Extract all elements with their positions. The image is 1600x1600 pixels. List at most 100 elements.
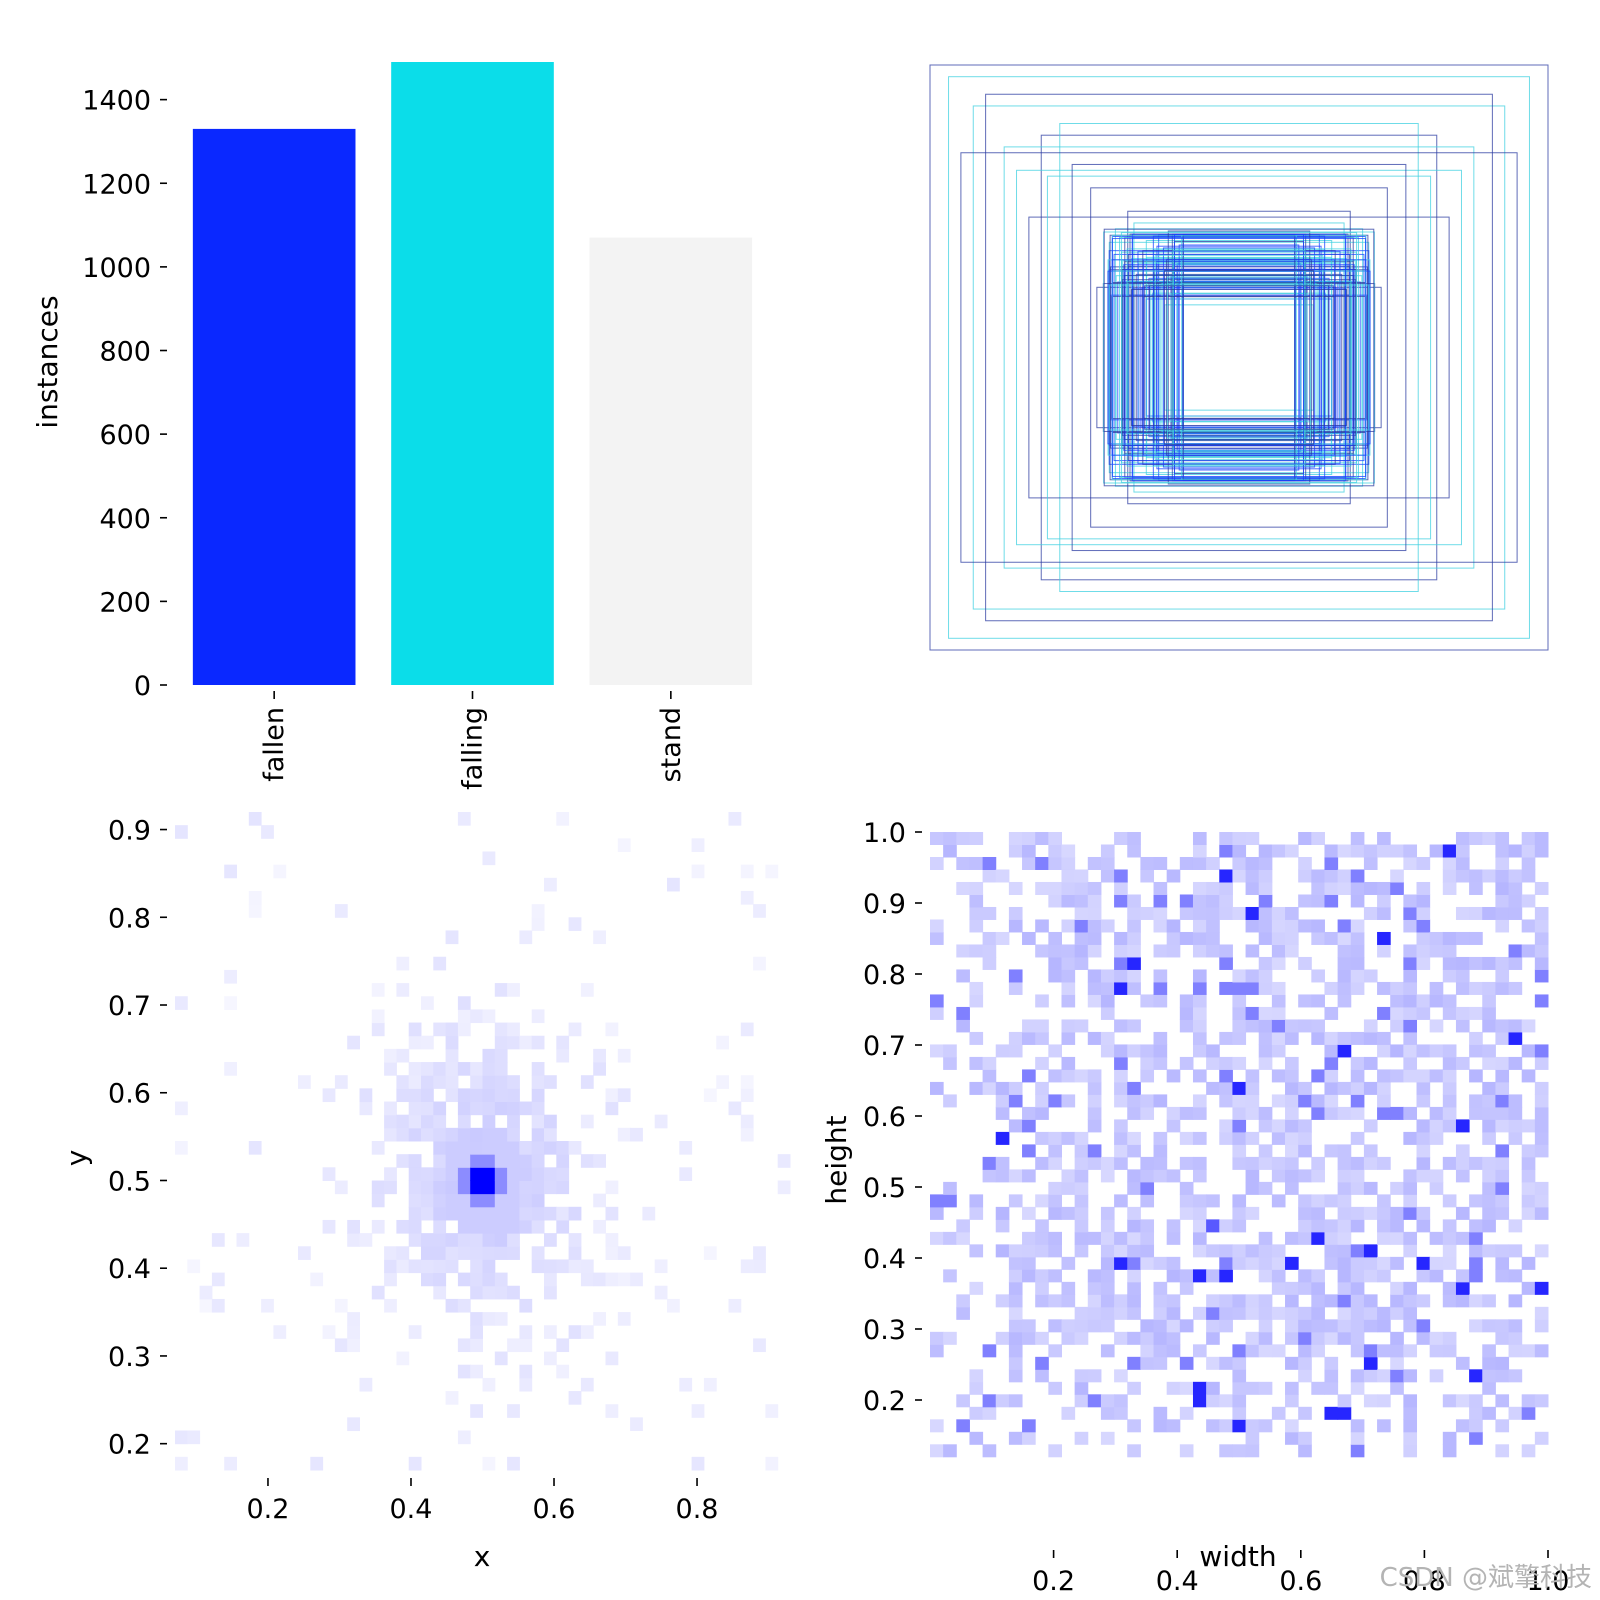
heat-cell — [494, 1272, 508, 1287]
heat-cell — [995, 1169, 1010, 1183]
heat-cell — [1206, 1381, 1220, 1395]
heat-cell — [1442, 1194, 1457, 1208]
heat-cell — [1022, 1319, 1036, 1333]
heat-cell — [1022, 1144, 1036, 1158]
heat-cell — [1087, 981, 1102, 995]
heat-cell — [433, 1075, 447, 1089]
heat-cell — [956, 832, 970, 845]
heat-cell — [1008, 1356, 1023, 1370]
heat-cell — [248, 812, 262, 826]
heat-cell — [1061, 1256, 1076, 1270]
heat-cell — [421, 1180, 434, 1195]
heat-cell — [1022, 1244, 1036, 1258]
heat-cell — [1508, 1331, 1523, 1345]
heat-cell — [494, 1088, 508, 1103]
heat-cell — [1258, 1019, 1273, 1033]
heat-cell — [322, 1219, 336, 1234]
heat-cell — [1153, 1331, 1168, 1345]
heat-cell — [531, 1193, 545, 1208]
heat-cell — [408, 1206, 422, 1221]
heat-cell — [248, 1141, 262, 1155]
heat-cell — [930, 1194, 944, 1208]
heat-cell — [445, 1088, 459, 1103]
heat-cell — [1469, 881, 1483, 895]
heat-cell — [457, 1338, 471, 1353]
heat-cell — [1100, 1319, 1115, 1333]
heat-cell — [617, 1272, 631, 1287]
heat-cell — [1298, 1169, 1312, 1183]
heat-cell — [211, 1233, 225, 1247]
heat-cell — [556, 1259, 570, 1274]
heat-cell — [1350, 1169, 1365, 1183]
heat-cell — [1192, 832, 1207, 845]
heat-cell — [1100, 1206, 1115, 1220]
heat-cell — [199, 1298, 213, 1313]
heat-cell — [1087, 1106, 1102, 1120]
heat-cell — [605, 1351, 619, 1366]
heat-cell — [359, 1101, 373, 1116]
heat-cell — [1390, 1006, 1404, 1020]
heat-cell — [1390, 1331, 1404, 1345]
heat-cell — [930, 832, 944, 845]
box-outline — [1139, 280, 1339, 435]
heat-cell — [445, 1075, 459, 1089]
heat-cell — [969, 1406, 984, 1420]
heat-cell — [1350, 919, 1365, 933]
heat-cell — [1087, 1156, 1102, 1170]
heat-cell — [630, 1417, 643, 1432]
heat-cell — [1403, 1306, 1418, 1320]
heat-cell — [1350, 956, 1365, 970]
heat-cell — [1219, 1081, 1233, 1095]
heat-cell — [728, 1298, 742, 1313]
heat-cell — [1140, 1319, 1155, 1333]
heat-cell — [175, 825, 188, 839]
heat-cell — [1324, 1244, 1339, 1258]
heat-cell — [1442, 956, 1457, 970]
heat-cell — [1166, 869, 1181, 883]
heat-cell — [507, 1101, 520, 1116]
heat-cell — [433, 1233, 447, 1247]
heat-cell — [1390, 1306, 1404, 1320]
heat-cell — [433, 1062, 447, 1076]
heat-cell — [642, 1206, 656, 1221]
heat-cell — [1035, 1194, 1049, 1208]
heat-cell — [531, 1101, 545, 1116]
heat-cell — [544, 1167, 557, 1181]
heat-cell — [1127, 906, 1141, 920]
heat-cell — [1508, 1031, 1523, 1045]
heat-cell — [1271, 956, 1286, 970]
heat-cell — [1337, 1206, 1352, 1220]
y-tick-label: 800 — [99, 337, 151, 368]
heat-cell — [1482, 1044, 1496, 1058]
heat-cell — [1469, 832, 1483, 845]
heat-cell — [1416, 1269, 1431, 1283]
heat-cell — [982, 944, 997, 958]
heat-cell — [1087, 906, 1102, 920]
heat-cell — [1206, 1269, 1220, 1283]
heat-cell — [1363, 1031, 1378, 1045]
heat-cell — [1495, 956, 1510, 970]
heat-cell — [1179, 1281, 1194, 1295]
heat-cell — [1285, 1256, 1299, 1270]
heat-cell — [969, 1381, 984, 1395]
heat-cell — [1048, 1156, 1062, 1170]
heat-cell — [1495, 1369, 1510, 1383]
heat-cell — [1298, 1444, 1312, 1458]
heat-cell — [261, 825, 274, 839]
heat-cell — [1114, 832, 1128, 845]
heat-cell — [1087, 931, 1102, 945]
heat-cell — [1363, 856, 1378, 870]
heat-cell — [1258, 969, 1273, 983]
heat-cell — [617, 1048, 631, 1063]
heat-cell — [1390, 1344, 1404, 1358]
heat-cell — [1534, 956, 1549, 970]
heat-cell — [1285, 1231, 1299, 1245]
heat-cell — [531, 1114, 545, 1129]
heat-cell — [334, 904, 348, 918]
heat-cell — [580, 1377, 594, 1392]
heat-cell — [1416, 1044, 1431, 1058]
heat-cell — [1377, 1319, 1391, 1333]
heat-cell — [556, 1180, 570, 1195]
heat-cell — [1166, 1219, 1181, 1233]
heat-cell — [1324, 1231, 1339, 1245]
